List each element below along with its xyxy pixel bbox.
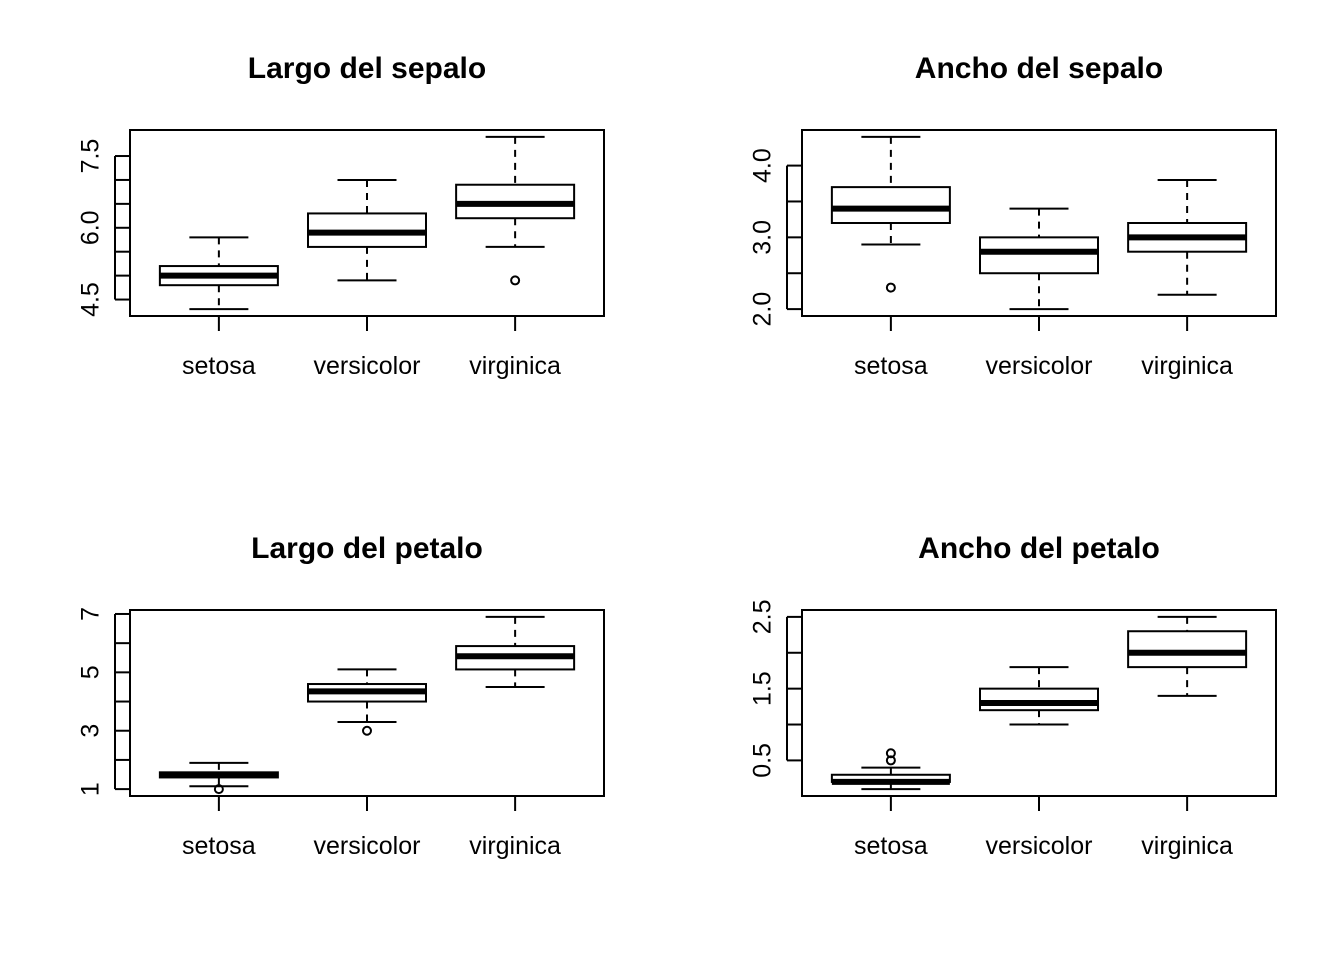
y-tick-label: 7.5 <box>77 139 105 174</box>
box-virginica <box>1127 615 1248 697</box>
y-tick-label: 2.5 <box>749 600 777 635</box>
x-tick-label: versicolor <box>986 832 1093 860</box>
box-setosa <box>158 761 279 795</box>
x-tick-label: virginica <box>469 352 561 380</box>
box-virginica <box>1127 178 1248 296</box>
chart-panel-2: Ancho del sepalo 2.0 3.0 4.0 setosa versicolo… <box>749 52 1277 380</box>
chart-title: Ancho del sepalo <box>915 52 1163 85</box>
interquartile-box <box>1127 630 1248 669</box>
chart-panel-4: Ancho del petalo 0.5 1.5 2.5 setosa versicolo… <box>749 532 1277 860</box>
interquartile-box <box>979 236 1099 275</box>
x-tick-label: setosa <box>182 832 256 860</box>
x-tick-label: versicolor <box>986 352 1093 380</box>
interquartile-box <box>830 186 951 225</box>
chart-title: Largo del sepalo <box>248 52 486 85</box>
outlier-point <box>213 784 224 795</box>
x-tick-label: versicolor <box>314 352 421 380</box>
chart-panel-1: Largo del sepalo 4.5 6.0 7.5 setosa versicolo… <box>77 52 605 380</box>
x-tick-label: virginica <box>1141 832 1233 860</box>
chart-title: Largo del petalo <box>251 532 483 565</box>
box-setosa <box>830 135 951 293</box>
y-tick-label: 4.5 <box>77 282 105 317</box>
y-tick-label: 0.5 <box>749 743 777 778</box>
x-tick-label: setosa <box>854 832 928 860</box>
chart-panel-3: Largo del petalo 1 3 5 7 setosa versicolor virg… <box>77 532 605 860</box>
y-tick-label: 5 <box>77 665 105 679</box>
x-tick-label: virginica <box>469 832 561 860</box>
outlier-point <box>885 282 896 293</box>
x-tick-label: setosa <box>854 352 928 380</box>
box-versicolor <box>979 207 1099 311</box>
outlier-point <box>885 748 896 759</box>
y-tick-label: 3.0 <box>749 220 777 255</box>
x-tick-label: versicolor <box>314 832 421 860</box>
box-virginica <box>455 615 576 688</box>
box-versicolor <box>979 666 1099 726</box>
y-tick-label: 1 <box>77 782 105 796</box>
box-versicolor <box>307 668 427 736</box>
box-setosa <box>830 748 951 791</box>
x-tick-label: virginica <box>1141 352 1233 380</box>
x-tick-label: setosa <box>182 352 256 380</box>
y-tick-label: 3 <box>77 724 105 738</box>
y-tick-label: 1.5 <box>749 671 777 706</box>
box-virginica <box>455 135 576 286</box>
y-tick-label: 7 <box>77 607 105 621</box>
chart-title: Ancho del petalo <box>918 532 1160 565</box>
y-tick-label: 2.0 <box>749 292 777 327</box>
box-versicolor <box>307 178 427 282</box>
y-tick-label: 4.0 <box>749 148 777 183</box>
box-setosa <box>158 236 279 311</box>
outlier-point <box>362 725 372 736</box>
y-tick-label: 6.0 <box>77 210 105 245</box>
outlier-point <box>510 275 521 286</box>
interquartile-box <box>979 687 1099 712</box>
